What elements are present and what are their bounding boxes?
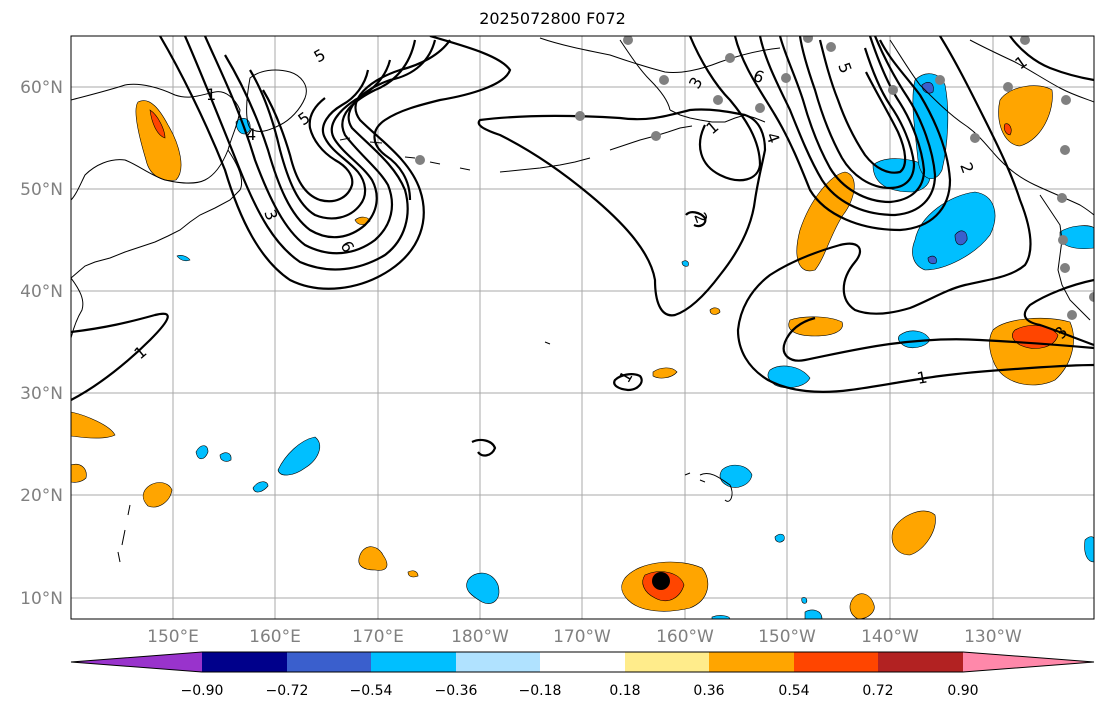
contour-label: 6 [751,66,767,87]
contour-label: 1 [615,368,637,386]
colorbar-tick-label: −0.36 [435,683,478,699]
colorbar-tick-label: 0.18 [609,683,640,699]
shaded-anomalies [71,73,1094,619]
contour-label: 4 [246,125,256,144]
colorbar-segment [540,652,625,672]
lon-tick-label: 150°W [758,627,816,647]
map-title: 2025072800 F072 [479,9,626,28]
colorbar-tick-label: −0.90 [181,683,224,699]
lat-tick-label: 30°N [20,384,63,404]
contour-label: 1 [702,117,722,138]
longitude-axis: 150°E 160°E 170°E 180°W 170°W 160°W 150°… [147,627,1022,647]
coastlines [71,37,1094,563]
colorbar-segment [625,652,709,672]
lon-tick-label: 150°E [147,627,199,647]
colorbar-extend-min [71,652,202,672]
graticule [71,36,1094,619]
colorbar-tick-label: 0.90 [947,683,978,699]
colorbar-segment [794,652,878,672]
colorbar-tick-label: 0.72 [862,683,893,699]
latitude-axis: 60°N 50°N 40°N 30°N 20°N 10°N [20,78,63,609]
contour-label: 5 [311,45,329,67]
contour-label: 1 [206,85,216,104]
colorbar-tick-label: −0.18 [519,683,562,699]
lon-tick-label: 130°W [964,627,1022,647]
lon-tick-label: 160°W [656,627,714,647]
lon-tick-label: 180°W [451,627,509,647]
station-dots [415,36,1094,320]
contour-label: 2 [956,160,977,176]
colorbar-segment [878,652,963,672]
colorbar-segment [456,652,540,672]
contour-label: 1 [130,342,150,363]
lon-tick-label: 170°W [553,627,611,647]
map-area [71,36,1094,619]
map-frame [70,35,1095,620]
colorbar-tick-label: −0.54 [350,683,393,699]
contour-label: 3 [685,74,707,92]
colorbar-outline [70,651,1095,673]
storm-center-marker [652,572,670,590]
colorbar-tick-label: −0.72 [266,683,309,699]
lat-tick-label: 10°N [20,589,63,609]
contour-label: 1 [915,367,928,387]
colorbar [70,651,1095,673]
colorbar-segment [202,652,287,672]
lon-tick-label: 170°E [352,627,404,647]
lon-tick-label: 160°E [249,627,301,647]
colorbar-tick-label: 0.36 [693,683,724,699]
colorbar-extend-max [963,652,1094,672]
colorbar-ticks: −0.90 −0.72 −0.54 −0.36 −0.18 0.18 0.36 … [181,683,979,699]
colorbar-segment [371,652,456,672]
contour-label: 4 [762,130,783,146]
lat-tick-label: 40°N [20,282,63,302]
colorbar-tick-label: 0.54 [778,683,809,699]
lat-tick-label: 20°N [20,486,63,506]
colorbar-segment [287,652,371,672]
contour-label: 5 [834,60,855,76]
lon-tick-label: 140°W [861,627,919,647]
contour-label: 3 [260,207,281,223]
lat-tick-label: 50°N [20,180,63,200]
lat-tick-label: 60°N [20,78,63,98]
contour-lines [71,36,1094,457]
colorbar-segment [709,652,794,672]
